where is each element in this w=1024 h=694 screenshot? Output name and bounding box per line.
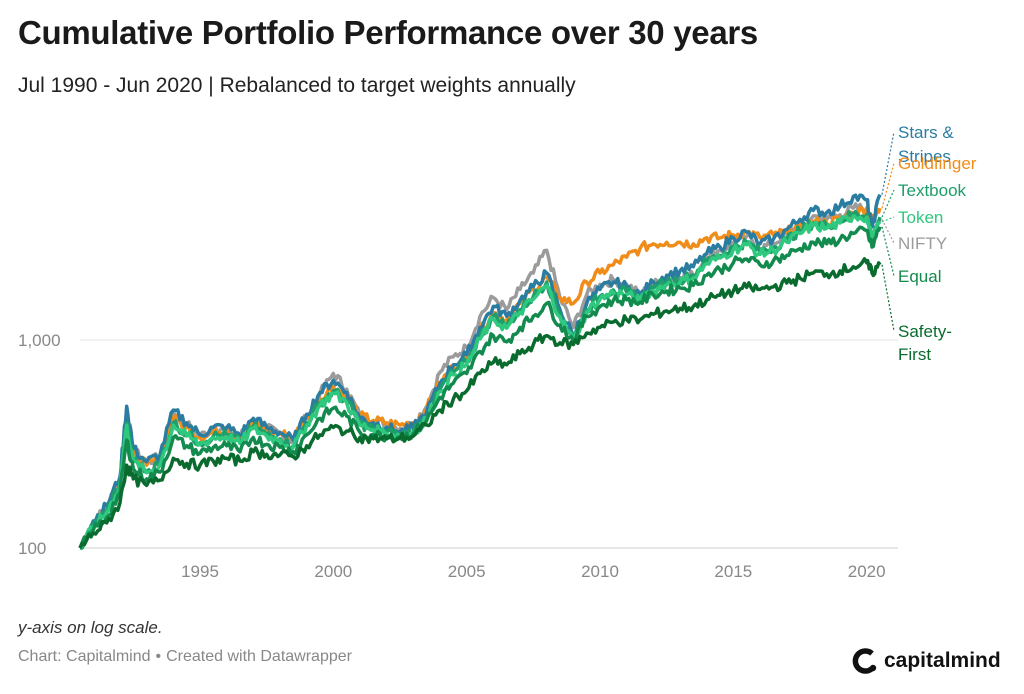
chart-subtitle: Jul 1990 - Jun 2020 | Rebalanced to targ… — [18, 74, 576, 97]
series-line-stars-stripes — [78, 193, 882, 550]
brand-logo: capitalmind — [850, 647, 1001, 675]
x-tick-label: 2015 — [714, 562, 752, 581]
series-lines — [78, 193, 882, 550]
series-label-equal: Equal — [898, 267, 941, 286]
series-line-goldfinger — [78, 205, 882, 549]
x-tick-label: 1995 — [181, 562, 219, 581]
log-scale-note: y-axis on log scale. — [18, 618, 163, 637]
y-tick-label: 1,000 — [18, 331, 61, 350]
x-tick-label: 2020 — [848, 562, 886, 581]
credit-link[interactable]: Created with Datawrapper — [166, 648, 352, 665]
series-line-safety-first — [78, 257, 882, 549]
label-leader-stars-stripes — [881, 131, 895, 195]
series-label-textbook: Textbook — [898, 181, 967, 200]
brand-name: capitalmind — [884, 649, 1001, 672]
axis-labels: 100 1,000 1995 2000 2005 2010 2015 2020 — [18, 331, 886, 581]
x-tick-label: 2005 — [448, 562, 486, 581]
series-line-equal — [78, 225, 882, 549]
series-label-safety-first: Safety- — [898, 322, 952, 341]
series-label-stars-stripes: Stars & — [898, 123, 954, 142]
label-leader-nifty — [881, 219, 895, 244]
series-label-safety-first: First — [898, 345, 931, 364]
capitalmind-c-logo-icon — [852, 648, 877, 674]
label-leader-token — [881, 216, 895, 223]
series-line-token — [78, 214, 882, 550]
source-separator: • — [155, 648, 162, 665]
series-label-nifty: NIFTY — [898, 234, 947, 253]
label-leader-safety-first — [881, 264, 895, 332]
source-text: Chart: Capitalmind — [18, 648, 151, 665]
series-label-token: Token — [898, 208, 943, 227]
series-label-goldfinger: Goldfinger — [898, 154, 977, 173]
y-tick-label: 100 — [18, 539, 46, 558]
chart-title: Cumulative Portfolio Performance over 30… — [18, 14, 758, 51]
x-tick-label: 2000 — [314, 562, 352, 581]
label-leader-textbook — [881, 189, 895, 218]
series-label-stars-stripes: Stripes — [898, 147, 951, 166]
x-tick-label: 2010 — [581, 562, 619, 581]
label-leader-equal — [881, 226, 895, 277]
chart-source: Chart: Capitalmind • Created with Datawrap… — [18, 648, 352, 666]
